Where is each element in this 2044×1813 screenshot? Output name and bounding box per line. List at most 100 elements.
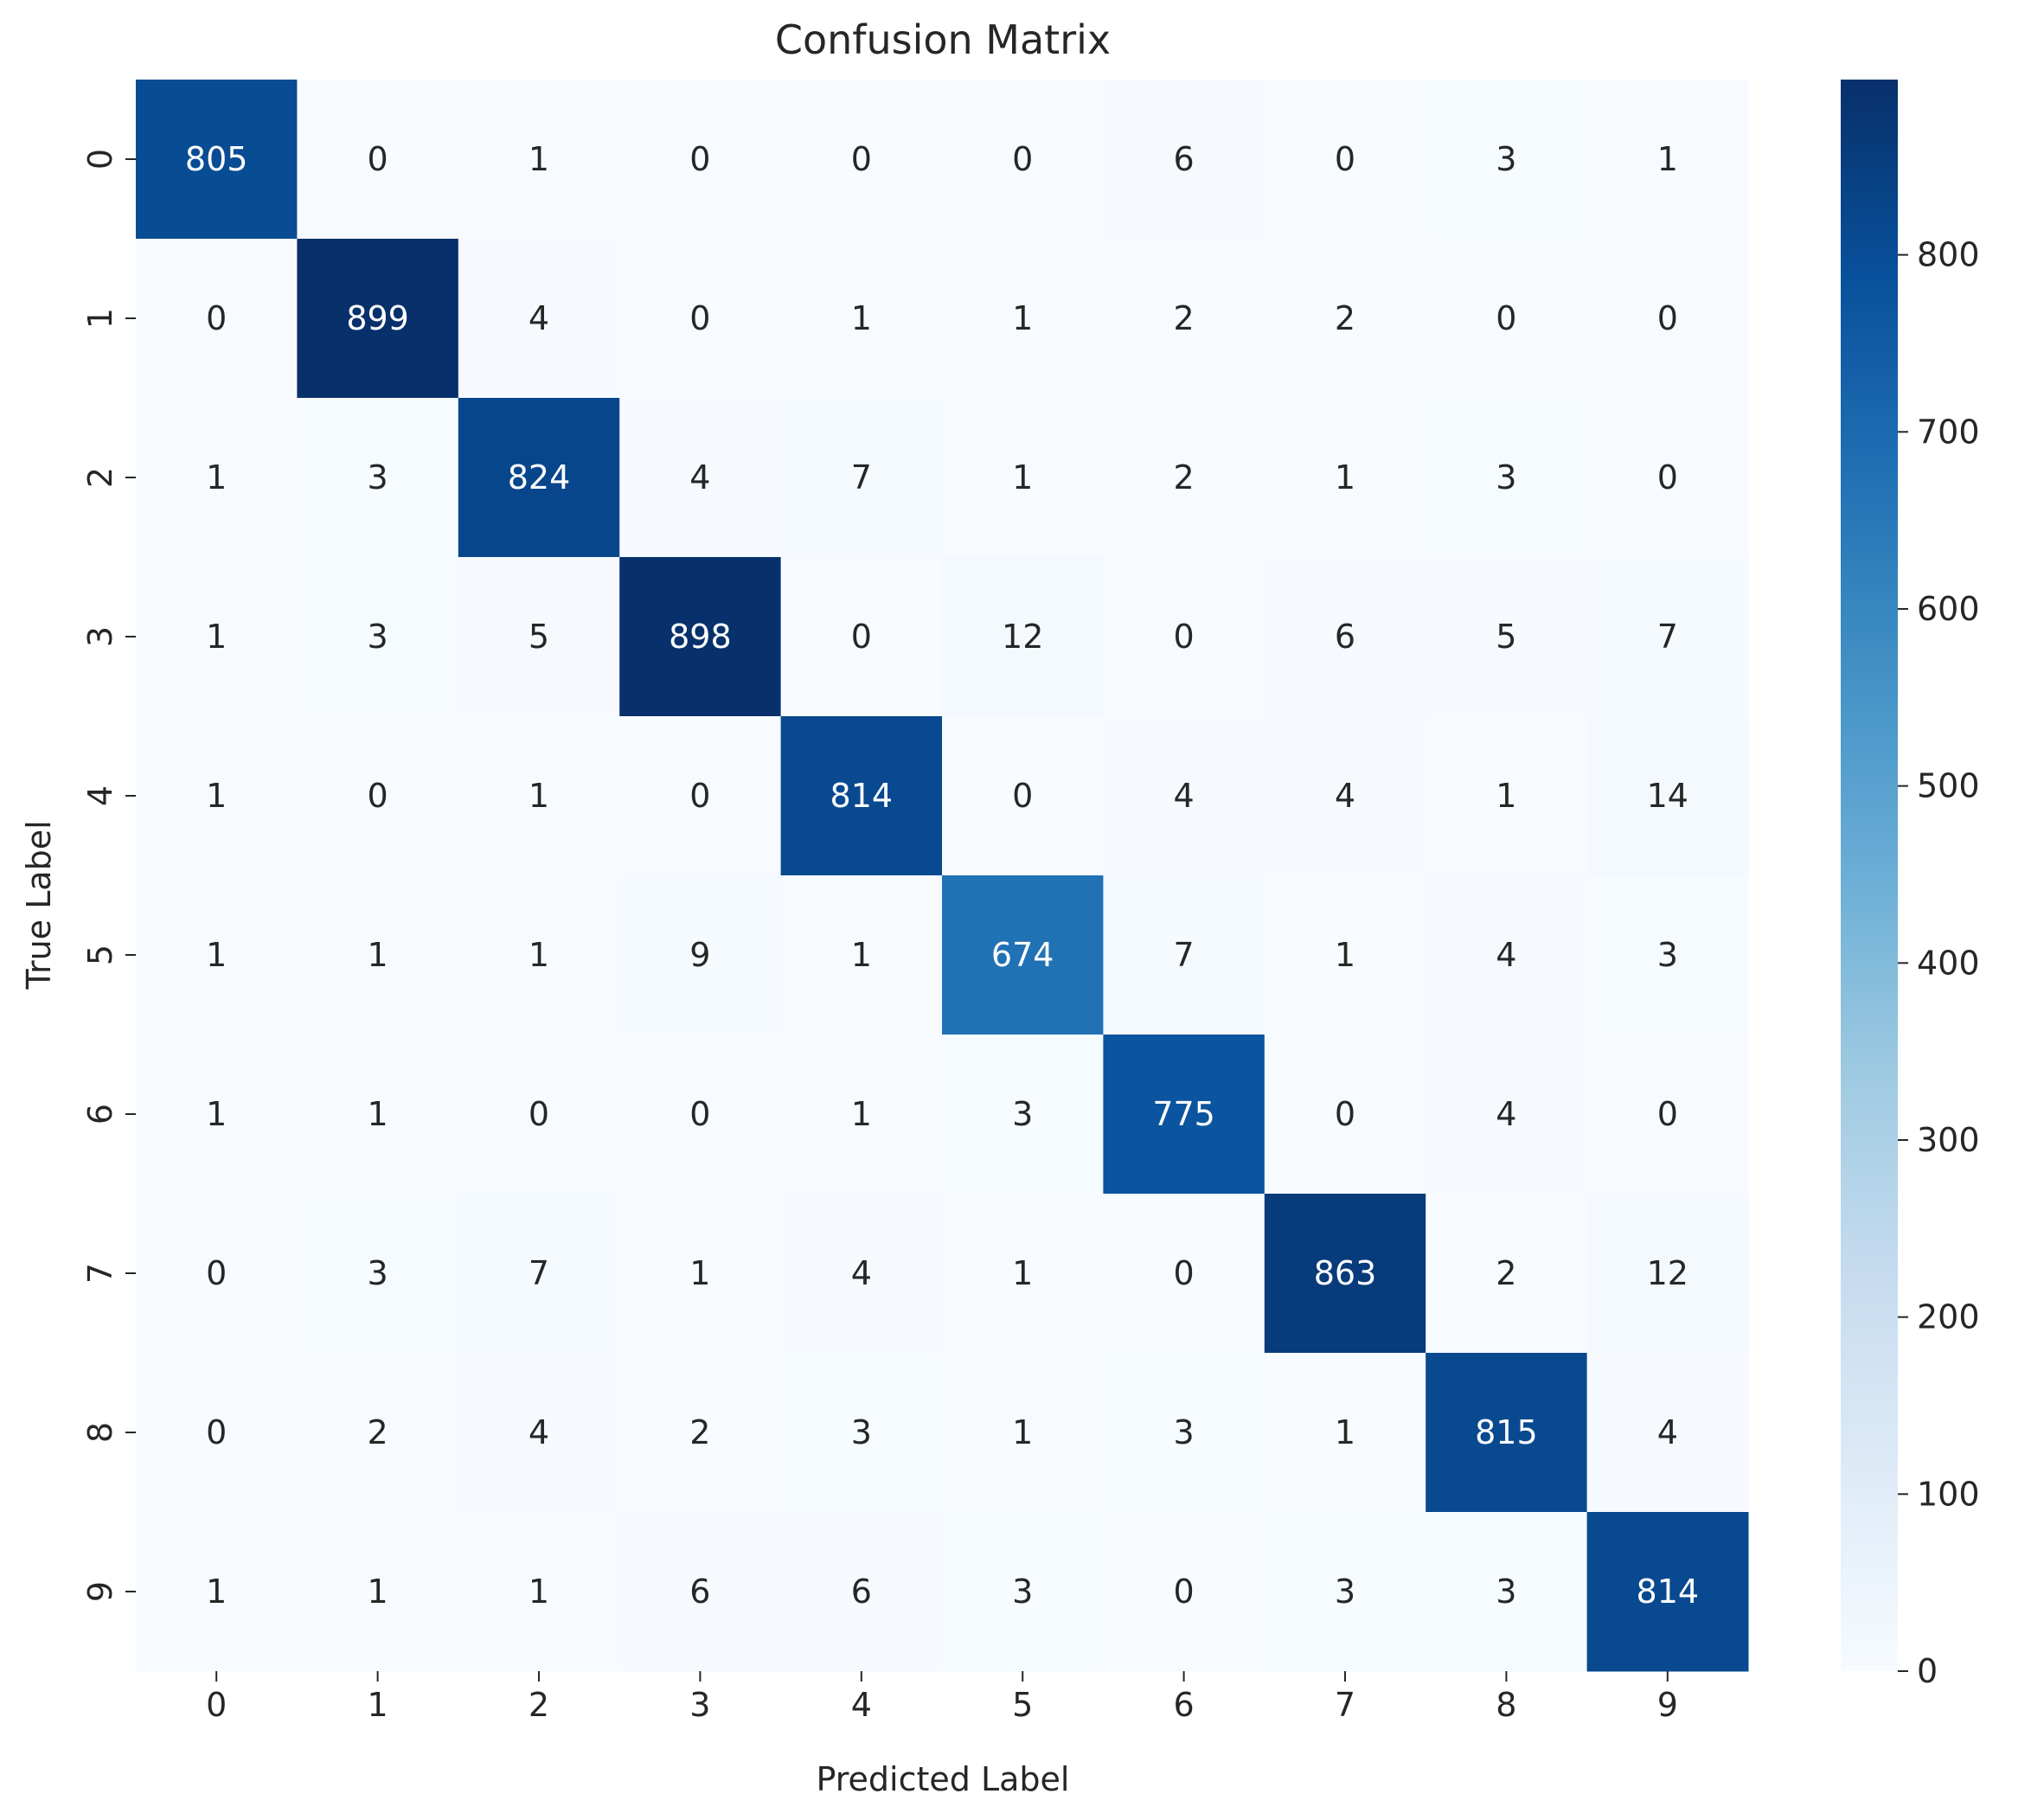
cell-value: 12 [1647, 1254, 1688, 1292]
heatmap-cell [1264, 398, 1426, 558]
heatmap-cell [1103, 716, 1265, 876]
colorbar-tick-label: 500 [1917, 767, 1980, 805]
heatmap-cell [458, 557, 620, 717]
heatmap-cell [297, 239, 459, 399]
cell-value: 1 [368, 1573, 388, 1611]
y-tick-label: 7 [81, 1263, 119, 1284]
cell-value: 6 [1174, 140, 1195, 178]
y-axis-label: True Label [20, 820, 58, 990]
heatmap-cell [1103, 875, 1265, 1035]
cell-value: 0 [1657, 299, 1678, 337]
cell-value: 4 [529, 299, 549, 337]
y-tick-label: 6 [81, 1104, 119, 1124]
heatmap-cell [1586, 80, 1749, 240]
y-tick-label: 8 [81, 1422, 119, 1443]
colorbar-tick-label: 200 [1917, 1298, 1980, 1336]
cell-value: 4 [1496, 936, 1516, 974]
cell-value: 1 [206, 458, 227, 496]
cell-value: 2 [368, 1413, 388, 1451]
heatmap-cell [1426, 239, 1588, 399]
y-tick-label: 1 [81, 308, 119, 329]
heatmap-cell [780, 1194, 943, 1354]
heatmap-cell [1586, 557, 1749, 717]
cell-value: 1 [1012, 299, 1033, 337]
cell-value: 899 [346, 299, 409, 337]
colorbar-tick-label: 0 [1917, 1652, 1938, 1690]
heatmap-cells [136, 80, 1749, 1672]
colorbar-tick-label: 300 [1917, 1121, 1980, 1159]
heatmap-cell [1103, 557, 1265, 717]
heatmap-cell [1426, 80, 1588, 240]
heatmap-cell [942, 239, 1104, 399]
cell-value: 1 [1496, 777, 1516, 815]
heatmap-cell [297, 1353, 459, 1513]
heatmap-cell [1264, 557, 1426, 717]
heatmap-cell [1426, 1194, 1588, 1354]
cell-value: 3 [1335, 1573, 1355, 1611]
cell-value: 6 [1335, 618, 1355, 656]
cell-value: 0 [689, 140, 710, 178]
colorbar-tick-label: 400 [1917, 944, 1980, 982]
cell-value: 898 [669, 618, 732, 656]
cell-value: 2 [1496, 1254, 1516, 1292]
heatmap-cell [942, 1194, 1104, 1354]
heatmap-cell [1103, 1353, 1265, 1513]
cell-value: 0 [1012, 140, 1033, 178]
heatmap-cell [780, 398, 943, 558]
heatmap-cell [297, 1194, 459, 1354]
heatmap-cell [619, 716, 782, 876]
cell-value: 0 [1174, 1254, 1195, 1292]
cell-value: 0 [1174, 618, 1195, 656]
heatmap-cell [1103, 398, 1265, 558]
heatmap-cell [1586, 1194, 1749, 1354]
cell-value: 0 [206, 299, 227, 337]
cell-value: 5 [529, 618, 549, 656]
x-tick-label: 4 [851, 1686, 872, 1724]
colorbar [1841, 80, 1898, 1671]
heatmap-cell [619, 239, 782, 399]
heatmap-cell [458, 1353, 620, 1513]
x-axis: 0 1 2 3 4 5 6 7 8 9 [206, 1671, 1678, 1724]
cell-value: 9 [689, 936, 710, 974]
cell-value: 824 [508, 458, 571, 496]
heatmap-cell [619, 1194, 782, 1354]
cell-value: 4 [1174, 777, 1195, 815]
cell-value: 2 [689, 1413, 710, 1451]
heatmap-cell [136, 557, 298, 717]
cell-value: 2 [1174, 299, 1195, 337]
heatmap-cell [1264, 1194, 1426, 1354]
x-tick-label: 3 [689, 1686, 710, 1724]
cell-value: 4 [689, 458, 710, 496]
heatmap-cell [458, 1512, 620, 1672]
y-tick-label: 2 [81, 467, 119, 488]
heatmap-cell [619, 557, 782, 717]
cell-value: 0 [689, 1095, 710, 1133]
heatmap-cell [1586, 1035, 1749, 1195]
heatmap-cell [1586, 398, 1749, 558]
y-tick-label: 4 [81, 785, 119, 806]
cell-value: 3 [1174, 1413, 1195, 1451]
heatmap-cell [619, 1512, 782, 1672]
heatmap-cell [297, 398, 459, 558]
cell-value: 7 [1174, 936, 1195, 974]
x-tick-label: 6 [1174, 1686, 1195, 1724]
cell-value: 674 [991, 936, 1054, 974]
heatmap-cell [136, 875, 298, 1035]
heatmap-cell [780, 875, 943, 1035]
y-axis: 0 1 2 3 4 5 6 7 8 9 [81, 149, 136, 1602]
cell-value: 3 [851, 1413, 872, 1451]
heatmap-cell [780, 1035, 943, 1195]
heatmap-cell [1586, 1512, 1749, 1672]
heatmap-cell [1264, 716, 1426, 876]
chart-title: Confusion Matrix [775, 16, 1111, 63]
heatmap-cell [1586, 239, 1749, 399]
heatmap-cell [297, 80, 459, 240]
cell-value: 1 [368, 936, 388, 974]
x-axis-label: Predicted Label [817, 1760, 1070, 1798]
heatmap-cell [942, 1353, 1104, 1513]
cell-value: 1 [1657, 140, 1678, 178]
cell-value: 1 [851, 1095, 872, 1133]
colorbar-tick-label: 700 [1917, 413, 1980, 451]
heatmap-cell [942, 557, 1104, 717]
